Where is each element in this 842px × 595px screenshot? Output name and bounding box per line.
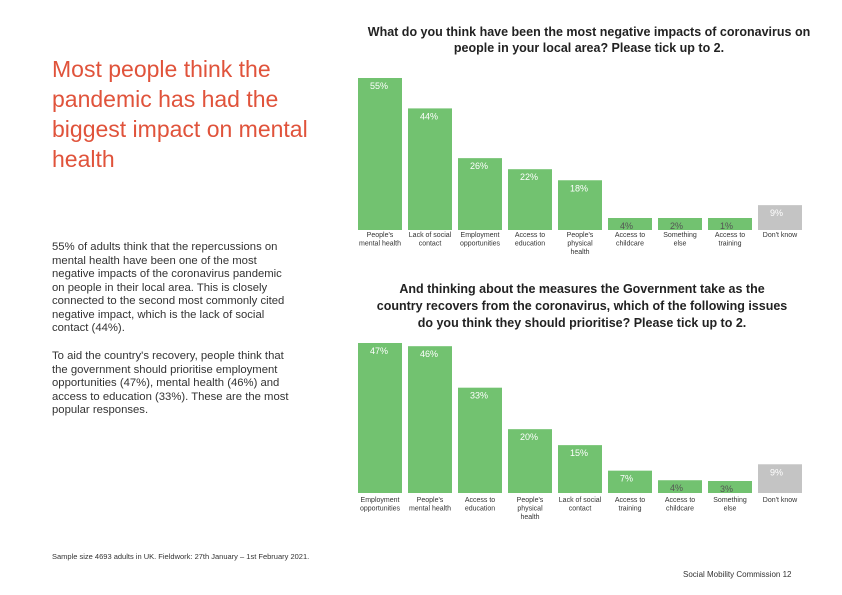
priorities-value-label-6: 7% (620, 474, 633, 484)
priorities-value-label-3: 33% (470, 391, 488, 401)
impacts-bar-3 (458, 158, 502, 230)
priorities-bar-6 (608, 470, 652, 493)
priorities-category-label-6: Access to training (615, 497, 645, 513)
page-footer: Social Mobility Commission 12 (683, 570, 792, 579)
priorities-category-label-3: Access to education (465, 497, 495, 513)
impacts-bar-6 (608, 218, 652, 230)
impacts-category-label-3: Employment opportunities (460, 232, 501, 248)
impacts-category-label-4: Access to education (515, 232, 545, 248)
priorities-bar-8 (708, 481, 752, 493)
priorities-value-label-4: 20% (520, 432, 538, 442)
priorities-value-label-5: 15% (570, 448, 588, 458)
priorities-bar-1 (358, 343, 402, 493)
priorities-bar-7 (658, 480, 702, 493)
impacts-bar-4 (508, 169, 552, 230)
impacts-category-label-5: People's physical health (567, 232, 594, 256)
priorities-category-label-8: Something else (713, 497, 747, 513)
priorities-category-label-9: Don't know (763, 497, 798, 504)
priorities-bar-4 (508, 429, 552, 493)
priorities-value-label-2: 46% (420, 349, 438, 359)
priorities-bar-5 (558, 445, 602, 493)
impacts-value-label-9: 9% (770, 208, 783, 218)
page-headline: Most people think the pandemic has had t… (52, 56, 308, 172)
priorities-bar-2 (408, 346, 452, 493)
impacts-value-label-7: 2% (670, 221, 683, 231)
priorities-category-label-5: Lack of social contact (559, 497, 602, 513)
impacts-value-label-2: 44% (420, 111, 438, 121)
impacts-value-label-6: 4% (620, 221, 633, 231)
priorities-value-label-9: 9% (770, 467, 783, 477)
impacts-category-label-9: Don't know (763, 232, 798, 239)
body-paragraph-recovery: To aid the country's recovery, people th… (52, 350, 289, 416)
impacts-bar-5 (558, 180, 602, 230)
impacts-bar-2 (408, 108, 452, 230)
impacts-bar-7 (658, 218, 702, 230)
priorities-bar-9 (758, 464, 802, 493)
impacts-bar-9 (758, 205, 802, 230)
impacts-value-label-5: 18% (570, 183, 588, 193)
body-paragraph-mental-health: 55% of adults think that the repercussio… (52, 241, 285, 334)
priorities-value-label-7: 4% (670, 483, 683, 493)
impacts-category-label-6: Access to childcare (615, 232, 645, 248)
priorities-category-label-2: People's mental health (409, 497, 451, 513)
impacts-value-label-1: 55% (370, 81, 388, 91)
priorities-bar-3 (458, 387, 502, 493)
chart-title-government-priorities: And thinking about the measures the Gove… (376, 282, 788, 330)
impacts-category-label-1: People's mental health (359, 232, 401, 248)
impacts-bar-8 (708, 218, 752, 230)
impacts-bar-1 (358, 78, 402, 230)
sample-footnote: Sample size 4693 adults in UK. Fieldwork… (52, 552, 310, 561)
priorities-category-label-1: Employment opportunities (360, 497, 401, 513)
impacts-value-label-8: 1% (720, 221, 733, 231)
priorities-value-label-1: 47% (370, 346, 388, 356)
impacts-category-label-2: Lack of social contact (409, 232, 452, 248)
impacts-value-label-3: 26% (470, 161, 488, 171)
priorities-category-label-4: People's physical health (517, 497, 544, 521)
priorities-category-label-7: Access to childcare (665, 497, 695, 513)
priorities-value-label-8: 3% (720, 484, 733, 494)
impacts-value-label-4: 22% (520, 172, 538, 182)
impacts-category-label-8: Access to training (715, 232, 745, 248)
chart-title-negative-impacts: What do you think have been the most neg… (367, 25, 811, 55)
impacts-category-label-7: Something else (663, 232, 697, 248)
